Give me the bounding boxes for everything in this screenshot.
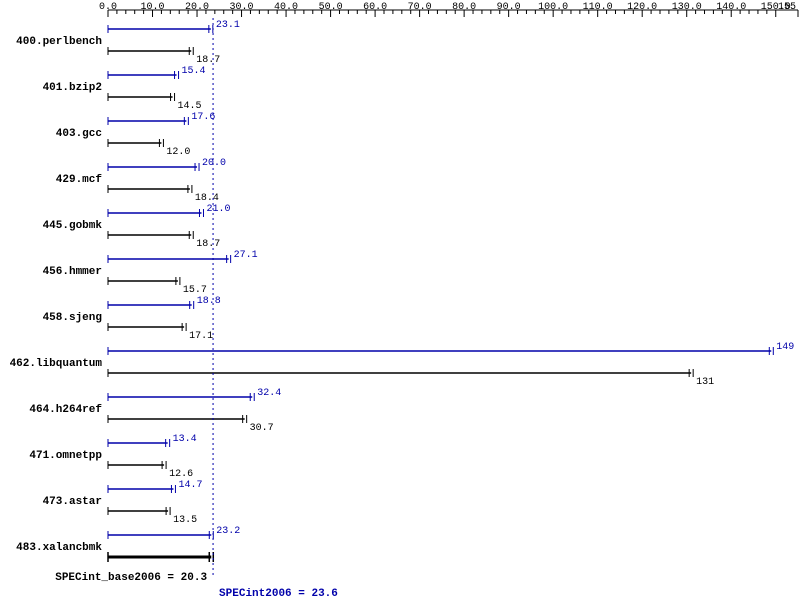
base-value-label: 12.0 [166, 147, 190, 158]
peak-value-label: 17.6 [191, 112, 215, 123]
benchmark-name: 462.libquantum [10, 358, 103, 370]
peak-value-label: 23.1 [216, 20, 240, 31]
base-value-label: 17.1 [189, 331, 213, 342]
peak-value-label: 23.2 [216, 526, 240, 537]
x-axis-tick-label: 155 [778, 2, 796, 13]
summary-base-label: SPECint_base2006 = 20.3 [55, 572, 207, 584]
x-axis-tick-label: 110.0 [583, 2, 613, 13]
base-value-label: 13.5 [173, 515, 197, 526]
peak-value-label: 14.7 [178, 480, 202, 491]
benchmark-name: 401.bzip2 [43, 82, 102, 94]
benchmark-name: 403.gcc [56, 128, 102, 140]
base-value-label: 131 [696, 377, 714, 388]
base-value-label: 18.7 [196, 55, 220, 66]
benchmark-name: 400.perlbench [16, 36, 102, 48]
x-axis-tick-label: 130.0 [672, 2, 702, 13]
peak-value-label: 20.0 [202, 158, 226, 169]
base-value-label: 30.7 [250, 423, 274, 434]
spec-ratio-chart: 0.010.020.030.040.050.060.070.080.090.01… [0, 0, 799, 606]
base-value-label: 18.4 [195, 193, 219, 204]
peak-value-label: 32.4 [257, 388, 281, 399]
base-value-label: 14.5 [178, 101, 202, 112]
benchmark-name: 471.omnetpp [29, 450, 102, 462]
benchmark-name: 429.mcf [56, 174, 103, 186]
x-axis-tick-label: 100.0 [538, 2, 568, 13]
benchmark-name: 456.hmmer [43, 266, 102, 278]
peak-value-label: 15.4 [182, 66, 206, 77]
peak-value-label: 13.4 [173, 434, 197, 445]
benchmark-name: 473.astar [43, 496, 102, 508]
benchmark-name: 483.xalancbmk [16, 542, 102, 554]
benchmark-name: 464.h264ref [29, 404, 102, 416]
x-axis-tick-label: 140.0 [716, 2, 746, 13]
summary-peak-label: SPECint2006 = 23.6 [219, 588, 338, 600]
benchmark-name: 445.gobmk [43, 220, 103, 232]
peak-value-label: 21.0 [206, 204, 230, 215]
x-axis-tick-label: 120.0 [627, 2, 657, 13]
chart-background [0, 0, 799, 606]
peak-value-label: 18.8 [197, 296, 221, 307]
peak-value-label: 149 [776, 342, 794, 353]
peak-value-label: 27.1 [234, 250, 258, 261]
base-value-label: 18.7 [196, 239, 220, 250]
base-value-label: 15.7 [183, 285, 207, 296]
benchmark-name: 458.sjeng [43, 312, 102, 324]
x-axis-tick-label: 0.0 [99, 2, 117, 13]
base-value-label: 12.6 [169, 469, 193, 480]
